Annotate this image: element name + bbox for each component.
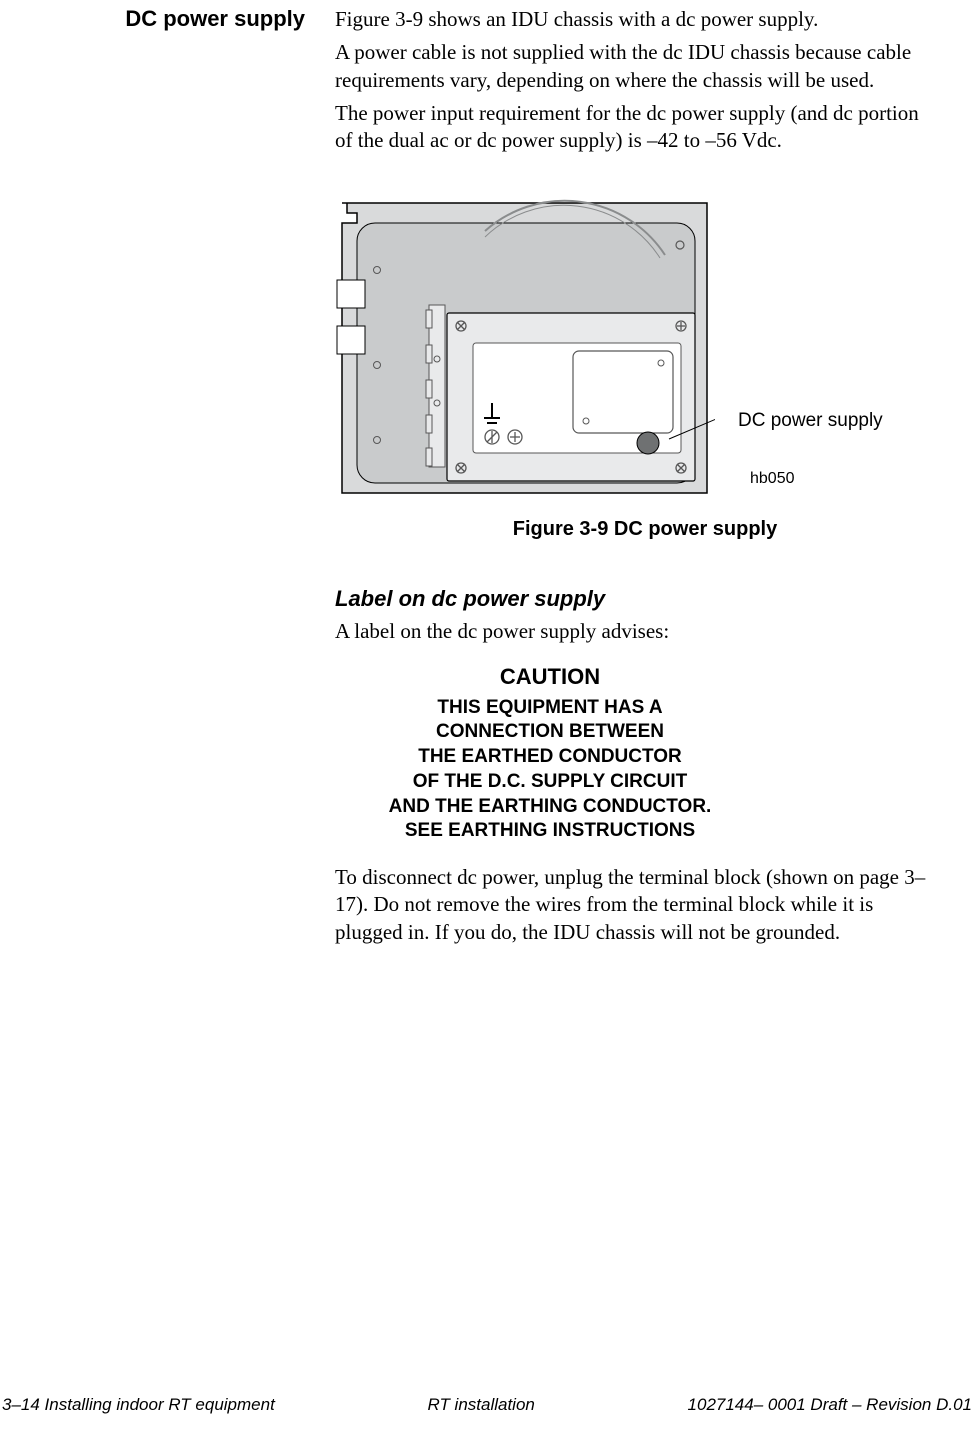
- figure-caption: Figure 3-9 DC power supply: [335, 518, 955, 541]
- footer-left: 3–14 Installing indoor RT equipment: [2, 1395, 275, 1415]
- caution-heading: CAUTION: [335, 664, 765, 690]
- figure-callout-label: DC power supply: [738, 410, 883, 432]
- subsection-title: Label on dc power supply: [335, 586, 928, 612]
- caution-line-5: AND THE EARTHING CONDUCTOR.: [335, 795, 765, 820]
- chassis-diagram-icon: [335, 195, 715, 495]
- subsection-lead: A label on the dc power supply advises:: [335, 618, 928, 645]
- caution-line-2: CONNECTION BETWEEN: [335, 720, 765, 745]
- figure-container: DC power supply hb050 Figure 3-9 DC powe…: [335, 195, 955, 541]
- intro-paragraph-1: Figure 3-9 shows an IDU chassis with a d…: [335, 6, 928, 33]
- caution-line-4: OF THE D.C. SUPPLY CIRCUIT: [335, 770, 765, 795]
- footer-right: 1027144– 0001 Draft – Revision D.01: [688, 1395, 972, 1415]
- section-title: DC power supply: [95, 6, 335, 32]
- disconnect-instructions: To disconnect dc power, unplug the termi…: [335, 864, 935, 946]
- intro-paragraph-2: A power cable is not supplied with the d…: [335, 39, 928, 94]
- intro-paragraph-3: The power input requirement for the dc p…: [335, 100, 928, 155]
- caution-line-3: THE EARTHED CONDUCTOR: [335, 745, 765, 770]
- caution-line-6: SEE EARTHING INSTRUCTIONS: [335, 819, 765, 844]
- caution-line-1: THIS EQUIPMENT HAS A: [335, 696, 765, 721]
- caution-block: CAUTION THIS EQUIPMENT HAS A CONNECTION …: [335, 664, 765, 844]
- figure-code-label: hb050: [750, 470, 795, 488]
- footer-center: RT installation: [427, 1395, 534, 1415]
- page-footer: 3–14 Installing indoor RT equipment RT i…: [0, 1395, 978, 1415]
